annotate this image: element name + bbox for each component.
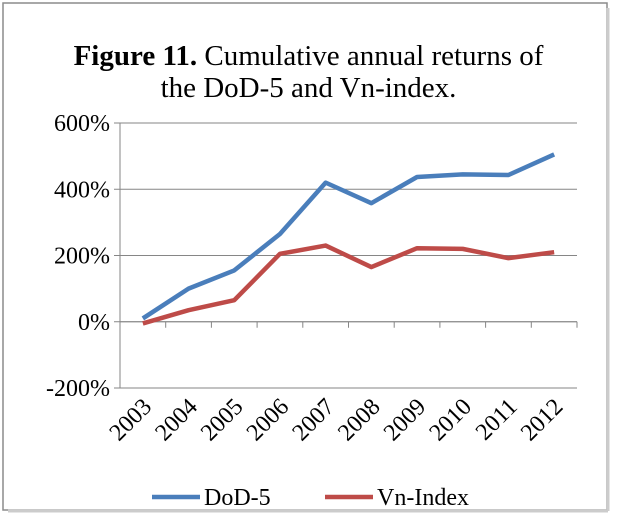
legend-label: Vn-Index — [377, 485, 469, 511]
y-tick-label: 0% — [78, 310, 110, 336]
y-tick-label: 400% — [54, 177, 110, 203]
title-label: Figure 11. — [73, 40, 198, 72]
y-tick-label: 200% — [54, 244, 110, 270]
chart-title: Figure 11. Cumulative annual returns of … — [60, 40, 557, 104]
y-tick-label: 600% — [54, 111, 110, 137]
legend-label: DoD-5 — [204, 485, 271, 511]
series-line — [142, 243, 555, 326]
y-tick-label: -200% — [46, 376, 110, 402]
title-text: Cumulative annual returns of the DoD-5 a… — [160, 40, 544, 104]
series-line — [141, 152, 556, 321]
